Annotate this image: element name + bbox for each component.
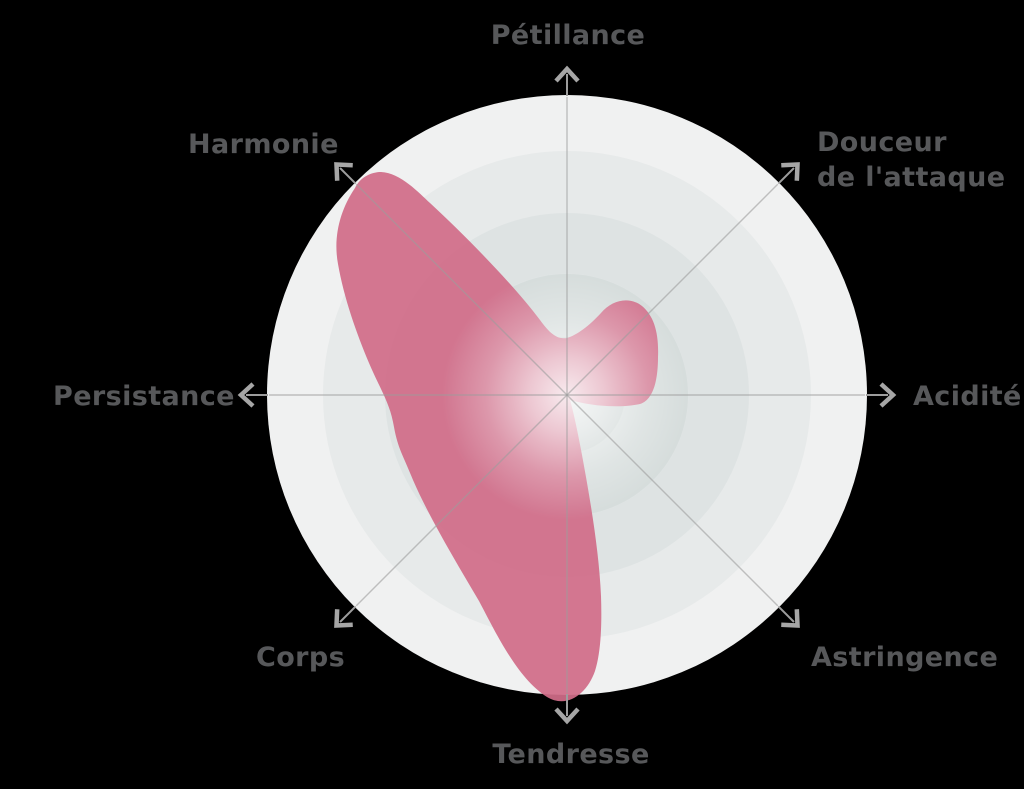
axis-spoke [355,183,568,396]
axis-label-tendresse: Tendresse [492,739,650,770]
axis-label-petillance: Pétillance [490,20,646,51]
axis-shaft [339,167,357,185]
axis-harmonie [334,162,568,396]
axis-label-douceur-line1: Douceur [817,127,947,158]
axis-shaft [777,167,795,185]
axis-label-douceur-line2: de l'attaque [817,162,1006,193]
axis-shaft [777,605,795,623]
arrowhead-icon [334,609,353,628]
axis-douceur [566,162,800,396]
axis-acidite [567,382,897,408]
axis-label-astringence: Astringence [811,642,999,673]
axis-label-douceur: Douceur de l'attaque [817,125,1005,195]
arrowhead-icon [781,162,800,181]
axis-spoke [566,183,779,396]
axis-label-harmonie: Harmonie [188,129,339,160]
arrowhead-icon [781,609,800,628]
axis-label-corps: Corps [256,642,346,673]
axis-persistance [237,382,567,408]
axis-shaft [339,605,357,623]
axis-label-acidite: Acidité [913,381,1022,412]
axis-petillance [554,65,580,395]
arrowhead-icon [554,65,580,83]
axis-astringence [566,394,800,628]
axis-label-persistance: Persistance [53,381,235,412]
arrowhead-icon [879,382,897,408]
axis-spoke [355,394,568,607]
axis-spoke [566,394,779,607]
axis-tendresse [554,395,580,725]
arrowhead-icon [554,707,580,725]
axis-corps [334,394,568,628]
arrowhead-icon [334,162,353,181]
radar-axes [237,65,897,725]
arrowhead-icon [237,382,255,408]
